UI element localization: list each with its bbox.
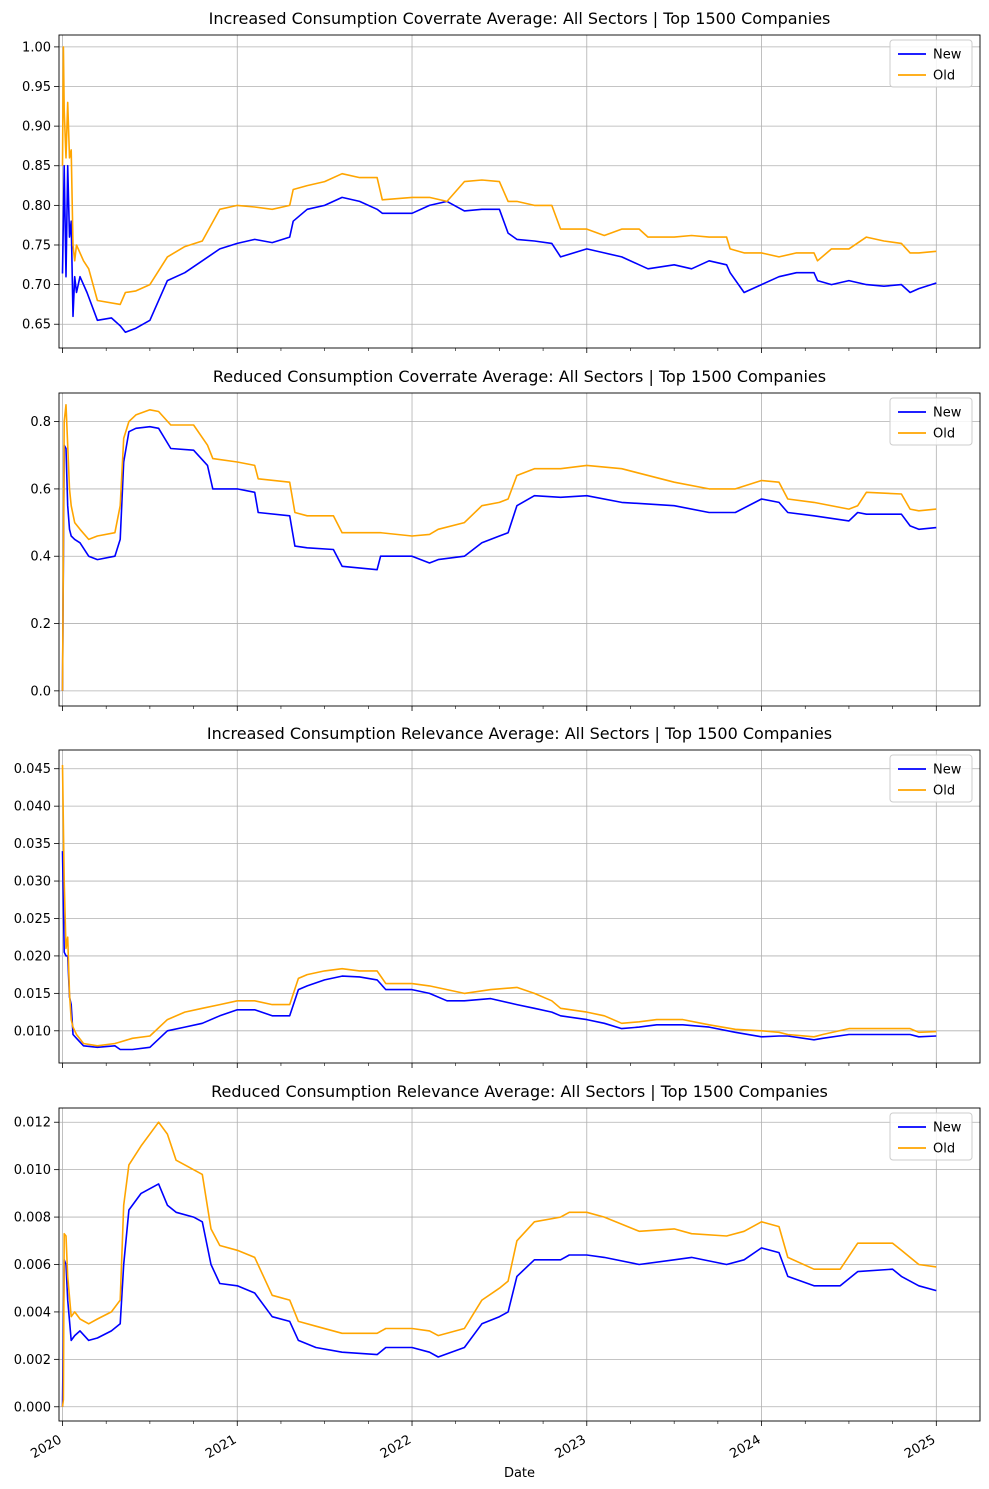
y-tick-label: 1.00 — [22, 40, 51, 55]
y-tick-label: 0.008 — [14, 1211, 51, 1226]
legend-label-new: New — [933, 763, 962, 778]
axes-frame — [58, 749, 981, 1064]
legend-label-old: Old — [933, 69, 955, 84]
series-line-old — [61, 403, 937, 691]
x-tick-label: 2021 — [203, 1432, 239, 1462]
y-tick-label: 0.000 — [14, 1400, 51, 1415]
axes-frame — [58, 1107, 981, 1422]
x-tick-label: 2024 — [727, 1432, 763, 1462]
y-tick-label: 0.75 — [22, 238, 51, 253]
y-tick-label: 0.85 — [22, 159, 51, 174]
legend-label-old: Old — [933, 1142, 955, 1157]
legend-label-new: New — [933, 48, 962, 63]
chart-title: Reduced Consumption Coverrate Average: A… — [213, 367, 826, 386]
chart-panel-3: Increased Consumption Relevance Average:… — [14, 724, 981, 1068]
y-tick-label: 0.040 — [14, 800, 51, 815]
y-tick-label: 0.65 — [22, 318, 51, 333]
y-tick-label: 0.2 — [30, 617, 51, 632]
x-tick-label: 2023 — [553, 1432, 589, 1462]
y-tick-label: 0.030 — [14, 875, 51, 890]
x-tick-label: 2020 — [28, 1432, 64, 1462]
series-line-old — [61, 1121, 937, 1407]
y-tick-label: 0.010 — [14, 1024, 51, 1039]
series-line-old — [61, 764, 937, 1047]
legend: New Old — [889, 397, 973, 446]
axes-frame — [58, 34, 981, 349]
series-line-new — [61, 851, 937, 1051]
y-tick-label: 0.95 — [22, 80, 51, 95]
y-tick-label: 0.012 — [14, 1116, 51, 1131]
series-line-new — [61, 164, 937, 334]
y-tick-label: 0.70 — [22, 278, 51, 293]
y-tick-label: 0.90 — [22, 120, 51, 135]
y-tick-label: 0.015 — [14, 987, 51, 1002]
y-tick-label: 0.004 — [14, 1305, 51, 1320]
legend-label-old: Old — [933, 784, 955, 799]
x-tick-label: 2022 — [378, 1432, 414, 1462]
y-tick-label: 0.035 — [14, 837, 51, 852]
y-tick-label: 0.80 — [22, 199, 51, 214]
series-line-new — [61, 425, 937, 691]
y-tick-label: 0.010 — [14, 1163, 51, 1178]
chart-title: Increased Consumption Relevance Average:… — [207, 724, 832, 743]
x-axis-label: Date — [504, 1466, 535, 1481]
chart-panel-1: Increased Consumption Coverrate Average:… — [22, 9, 981, 353]
y-tick-label: 0.025 — [14, 912, 51, 927]
legend-label-new: New — [933, 1121, 962, 1136]
y-tick-label: 0.020 — [14, 949, 51, 964]
x-tick-label: 2025 — [902, 1432, 938, 1462]
chart-title: Reduced Consumption Relevance Average: A… — [211, 1082, 828, 1101]
legend-label-old: Old — [933, 427, 955, 442]
y-tick-label: 0.002 — [14, 1353, 51, 1368]
legend: New Old — [889, 754, 973, 803]
chart-title: Increased Consumption Coverrate Average:… — [209, 9, 831, 28]
legend-label-new: New — [933, 406, 962, 421]
y-tick-label: 0.4 — [30, 550, 51, 565]
series-line-old — [61, 46, 937, 306]
chart-panel-2: Reduced Consumption Coverrate Average: A… — [30, 367, 981, 711]
axes-frame — [58, 392, 981, 707]
y-tick-label: 0.045 — [14, 762, 51, 777]
chart-panel-4: Reduced Consumption Relevance Average: A… — [14, 1082, 981, 1426]
legend: New Old — [889, 1112, 973, 1161]
y-tick-label: 0.8 — [30, 415, 51, 430]
y-tick-label: 0.006 — [14, 1258, 51, 1273]
legend: New Old — [889, 39, 973, 88]
y-tick-label: 0.0 — [30, 684, 51, 699]
y-tick-label: 0.6 — [30, 482, 51, 497]
series-line-new — [61, 1183, 937, 1407]
